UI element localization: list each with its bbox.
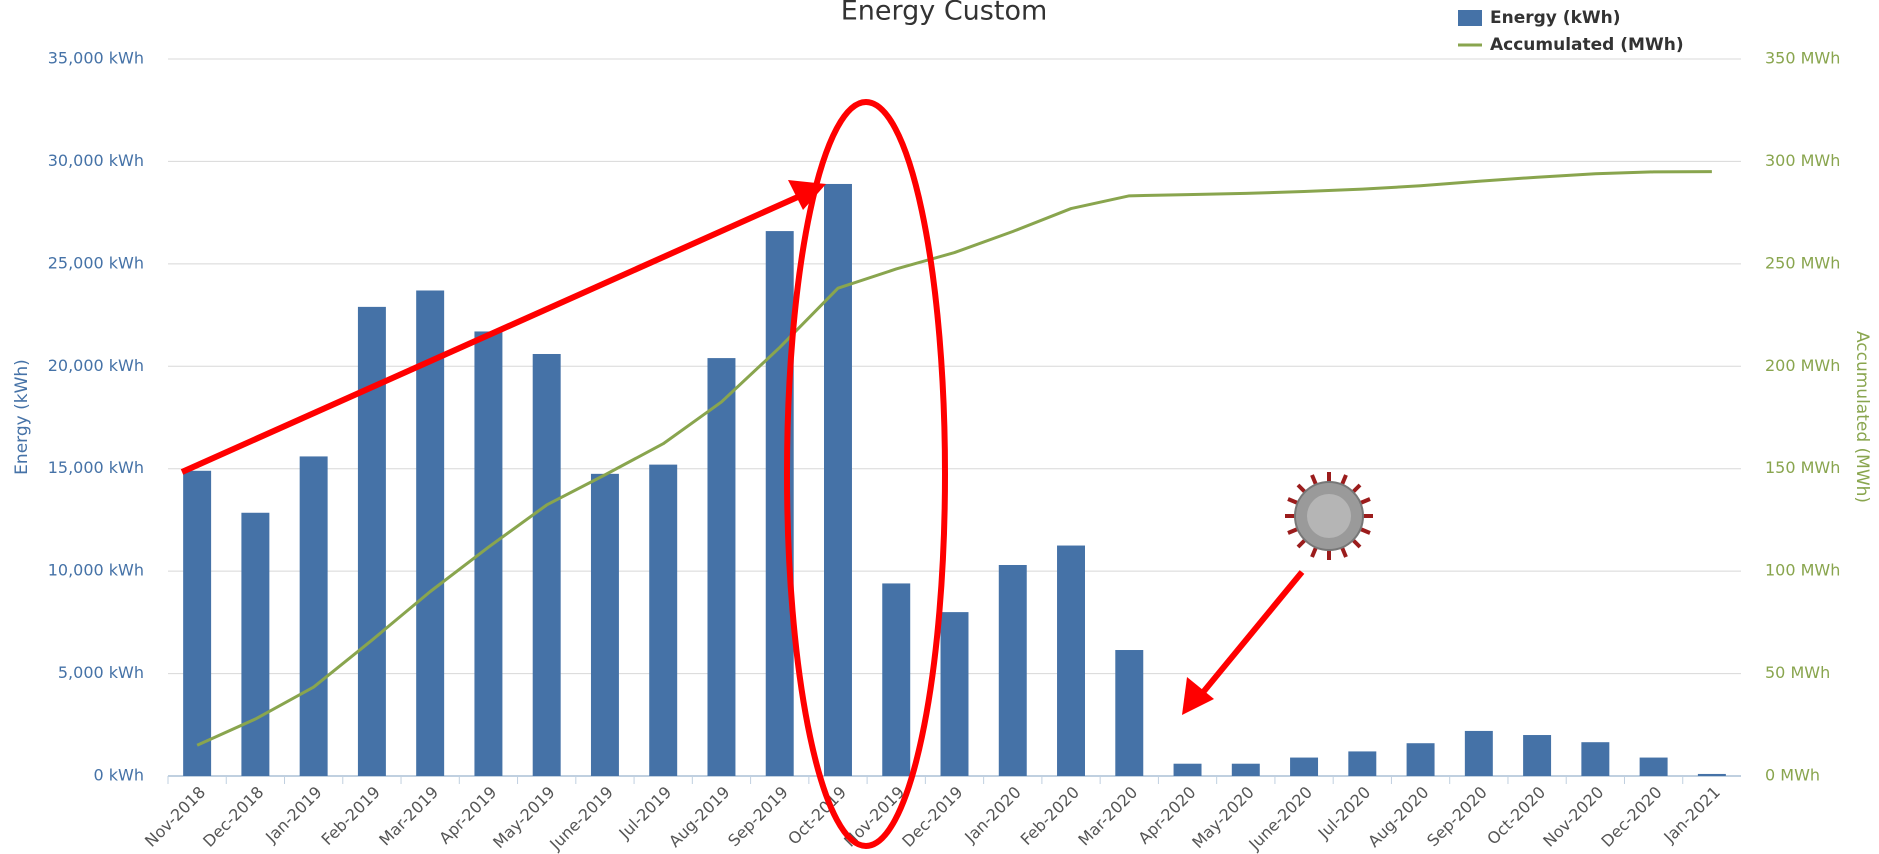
- bar: [358, 307, 386, 776]
- y2-axis-title: Accumulated (MWh): [1852, 331, 1872, 503]
- virus-icon: [1285, 472, 1373, 560]
- y2-tick-label: 300 MWh: [1765, 151, 1840, 170]
- y-tick-label: 25,000 kWh: [48, 253, 144, 272]
- bar: [999, 565, 1027, 776]
- bar: [300, 456, 328, 776]
- x-tick-label: Feb-2020: [1017, 783, 1083, 849]
- chart-title: Energy Custom: [841, 0, 1048, 27]
- x-tick-label: Jul-2020: [1314, 783, 1375, 844]
- legend-label: Accumulated (MWh): [1490, 35, 1684, 55]
- bar: [1640, 758, 1668, 776]
- bar: [1581, 742, 1609, 776]
- bar: [1348, 751, 1376, 776]
- bar: [1523, 735, 1551, 776]
- bar: [1407, 743, 1435, 776]
- bar: [1465, 731, 1493, 776]
- y-tick-label: 5,000 kWh: [58, 663, 144, 682]
- y2-tick-label: 0 MWh: [1765, 766, 1820, 785]
- arrow-head: [788, 180, 826, 210]
- bar: [241, 513, 269, 776]
- x-tick-label: Nov-2018: [141, 783, 209, 851]
- bar: [1698, 774, 1726, 776]
- y2-tick-label: 100 MWh: [1765, 561, 1840, 580]
- bar: [941, 612, 969, 776]
- bar: [533, 354, 561, 776]
- bar: [1290, 758, 1318, 776]
- x-tick-label: Aug-2019: [665, 783, 733, 851]
- x-tick-label: Sep-2019: [724, 783, 792, 851]
- y-tick-label: 35,000 kWh: [48, 49, 144, 68]
- x-tick-label: Nov-2020: [1539, 783, 1607, 851]
- x-tick-label: Jan-2021: [1659, 783, 1723, 847]
- x-tick-label: Dec-2020: [1597, 783, 1665, 851]
- y2-tick-label: 250 MWh: [1765, 253, 1840, 272]
- bar: [707, 358, 735, 776]
- bar: [183, 471, 211, 776]
- y-tick-label: 20,000 kWh: [48, 356, 144, 375]
- y-axis-title: Energy (kWh): [12, 359, 32, 475]
- bar: [1232, 764, 1260, 776]
- y-tick-label: 15,000 kWh: [48, 458, 144, 477]
- bar: [591, 474, 619, 776]
- highlight-ellipse: [787, 102, 945, 846]
- arrow: [1200, 572, 1302, 696]
- bar: [649, 465, 677, 776]
- x-tick-label: Feb-2019: [318, 783, 384, 849]
- chart: Energy Custom Energy (kWh) Accumulated (…: [0, 0, 1879, 854]
- x-tick-label: Mar-2020: [1074, 783, 1141, 850]
- x-tick-label: Jul-2019: [615, 783, 676, 844]
- x-tick-label: Jan-2020: [960, 783, 1024, 847]
- y2-tick-label: 350 MWh: [1765, 49, 1840, 68]
- y-tick-label: 10,000 kWh: [48, 561, 144, 580]
- legend-label: Energy (kWh): [1490, 8, 1621, 28]
- x-tick-label: June-2020: [1244, 783, 1316, 854]
- bar: [1174, 764, 1202, 776]
- x-tick-label: Jan-2019: [261, 783, 325, 847]
- bar: [1057, 546, 1085, 776]
- legend-swatch: [1458, 10, 1482, 26]
- bar: [882, 583, 910, 776]
- y-tick-label: 0 kWh: [94, 766, 145, 785]
- x-tick-label: Mar-2019: [375, 783, 442, 850]
- x-tick-label: June-2019: [545, 783, 617, 854]
- y2-tick-label: 200 MWh: [1765, 356, 1840, 375]
- bar: [1115, 650, 1143, 776]
- x-tick-label: Sep-2020: [1423, 783, 1491, 851]
- y2-tick-label: 150 MWh: [1765, 458, 1840, 477]
- bar: [824, 184, 852, 776]
- y-tick-label: 30,000 kWh: [48, 151, 144, 170]
- y2-tick-label: 50 MWh: [1765, 663, 1830, 682]
- x-tick-label: Dec-2018: [199, 783, 267, 851]
- x-tick-label: Aug-2020: [1364, 783, 1432, 851]
